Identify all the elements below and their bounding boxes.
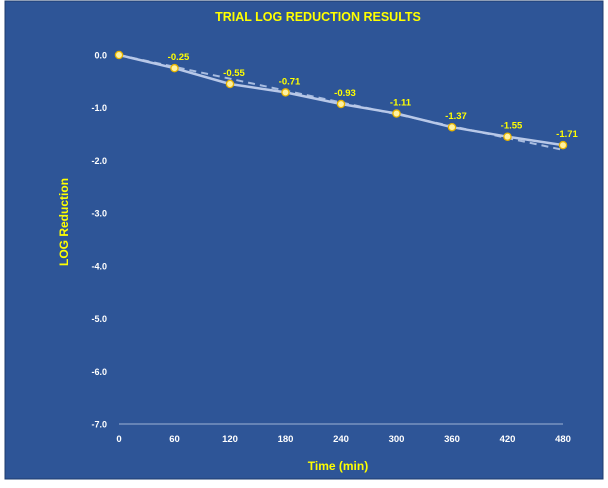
series-group xyxy=(114,50,568,150)
x-tick-label: 60 xyxy=(169,434,180,445)
y-tick-label: -7.0 xyxy=(91,420,107,430)
x-tick-label: 300 xyxy=(389,434,405,445)
chart-title: TRIAL LOG REDUCTION RESULTS xyxy=(215,10,421,24)
data-point xyxy=(503,132,512,141)
x-tick-label: 420 xyxy=(500,434,516,445)
x-tick-label: 120 xyxy=(222,434,238,445)
chart-background xyxy=(4,0,604,480)
y-axis-label: LOG Reduction xyxy=(57,178,71,266)
x-tick-label: 480 xyxy=(555,434,571,445)
data-label: -1.55 xyxy=(501,121,523,132)
data-label: -0.55 xyxy=(223,68,245,79)
data-point xyxy=(336,99,346,109)
data-point xyxy=(447,122,457,132)
x-tick-label: 240 xyxy=(333,434,349,445)
data-point xyxy=(225,79,235,89)
x-axis-label: Time (min) xyxy=(308,459,368,473)
data-point xyxy=(114,50,124,60)
y-tick-label: -2.0 xyxy=(91,156,107,166)
x-tick-label: 360 xyxy=(444,434,460,445)
data-label: -0.93 xyxy=(334,88,356,99)
data-labels: -0.25 -0.55 -0.71 -0.93 -1.11 -1.37 -1.55 -1.71 xyxy=(168,52,579,140)
data-point xyxy=(558,140,568,150)
y-tick-label: -6.0 xyxy=(91,367,107,377)
x-tick-label: 180 xyxy=(278,434,294,445)
data-label: -1.37 xyxy=(445,111,467,122)
y-tick-label: 0.0 xyxy=(94,51,107,61)
y-tick-label: -4.0 xyxy=(91,261,107,271)
y-tick-label: -3.0 xyxy=(91,209,107,219)
y-tick-labels: 0.0 -1.0 -2.0 -3.0 -4.0 -5.0 -6.0 -7.0 xyxy=(91,51,107,430)
data-point xyxy=(392,109,401,118)
x-tick-label: 0 xyxy=(116,434,121,445)
x-tick-labels: 0 60 120 180 240 300 360 420 480 xyxy=(116,434,571,445)
data-point xyxy=(281,88,290,97)
y-tick-label: -1.0 xyxy=(91,103,107,113)
data-label: -1.71 xyxy=(556,129,578,140)
data-label: -1.11 xyxy=(390,98,412,109)
data-point xyxy=(170,63,179,73)
y-tick-label: -5.0 xyxy=(91,314,107,324)
data-label: -0.25 xyxy=(168,52,190,63)
data-label: -0.71 xyxy=(279,76,301,87)
